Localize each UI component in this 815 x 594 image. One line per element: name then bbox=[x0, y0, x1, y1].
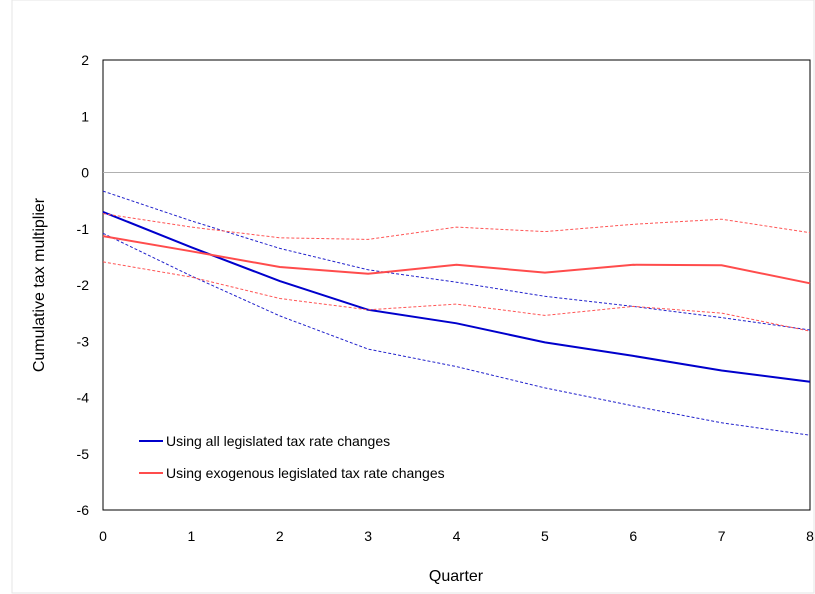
series-group bbox=[102, 190, 811, 436]
y-tick-label: -2 bbox=[77, 277, 90, 293]
series-line-4 bbox=[102, 213, 811, 240]
y-tick-label: 0 bbox=[81, 165, 89, 181]
x-tick-label: 6 bbox=[629, 528, 637, 544]
x-tick-label: 4 bbox=[453, 528, 461, 544]
y-tick-label: 1 bbox=[81, 108, 89, 124]
plot-area bbox=[102, 59, 811, 511]
series-line-1 bbox=[102, 190, 811, 331]
figure-border bbox=[11, 0, 815, 594]
legend: Using all legislated tax rate changes Us… bbox=[139, 433, 445, 481]
y-tick-label: -3 bbox=[77, 333, 90, 349]
y-tick-label: -4 bbox=[77, 390, 90, 406]
x-tick-labels: 0 1 2 3 4 5 6 7 8 bbox=[99, 528, 814, 544]
x-tick-label: 7 bbox=[718, 528, 726, 544]
series-line-5 bbox=[102, 261, 811, 332]
y-tick-label: -5 bbox=[77, 446, 90, 462]
x-axis-title: Quarter bbox=[429, 568, 484, 585]
y-tick-label: -1 bbox=[77, 221, 90, 237]
x-tick-label: 8 bbox=[806, 528, 814, 544]
series-line-3 bbox=[102, 235, 811, 285]
legend-label-exogenous: Using exogenous legislated tax rate chan… bbox=[166, 465, 445, 481]
x-tick-label: 1 bbox=[187, 528, 195, 544]
y-tick-label: -6 bbox=[77, 502, 90, 518]
x-tick-label: 5 bbox=[541, 528, 549, 544]
x-tick-label: 3 bbox=[364, 528, 372, 544]
legend-label-all: Using all legislated tax rate changes bbox=[166, 433, 390, 449]
plot-border bbox=[102, 59, 811, 511]
series-line-0 bbox=[102, 210, 811, 383]
y-tick-label: 2 bbox=[81, 52, 89, 68]
x-tick-label: 0 bbox=[99, 528, 107, 544]
x-tick-label: 2 bbox=[276, 528, 284, 544]
series-line-2 bbox=[102, 232, 811, 436]
y-tick-labels: 2 1 0 -1 -2 -3 -4 -5 -6 bbox=[77, 52, 90, 518]
y-axis-title: Cumulative tax multiplier bbox=[31, 197, 48, 372]
